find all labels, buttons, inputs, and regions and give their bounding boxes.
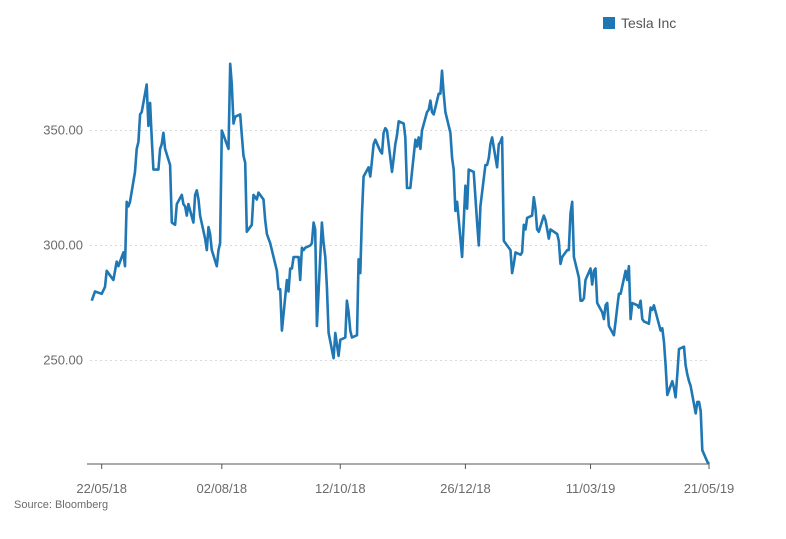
x-tick-label: 26/12/18 bbox=[440, 481, 491, 496]
y-tick-label: 300.00 bbox=[43, 238, 83, 253]
series-line-tesla bbox=[90, 62, 711, 465]
legend: Tesla Inc bbox=[603, 15, 676, 31]
x-tick-label: 12/10/18 bbox=[315, 481, 366, 496]
legend-swatch bbox=[603, 17, 615, 29]
y-tick-label: 350.00 bbox=[43, 123, 83, 138]
x-tick-label: 02/08/18 bbox=[197, 481, 248, 496]
x-axis: 22/05/18 02/08/18 12/10/18 26/12/18 11/03/19… bbox=[76, 463, 735, 496]
gridlines bbox=[90, 130, 709, 361]
series-group bbox=[90, 62, 711, 465]
x-tick-label: 21/05/19 bbox=[684, 481, 735, 496]
y-tick-label: 250.00 bbox=[43, 353, 83, 368]
y-axis: 250.00 300.00 350.00 bbox=[43, 123, 83, 368]
legend-label: Tesla Inc bbox=[621, 15, 677, 31]
source-note: Source: Bloomberg bbox=[14, 499, 109, 511]
x-tick-label: 11/03/19 bbox=[566, 481, 616, 496]
x-tick-label: 22/05/18 bbox=[76, 481, 127, 496]
